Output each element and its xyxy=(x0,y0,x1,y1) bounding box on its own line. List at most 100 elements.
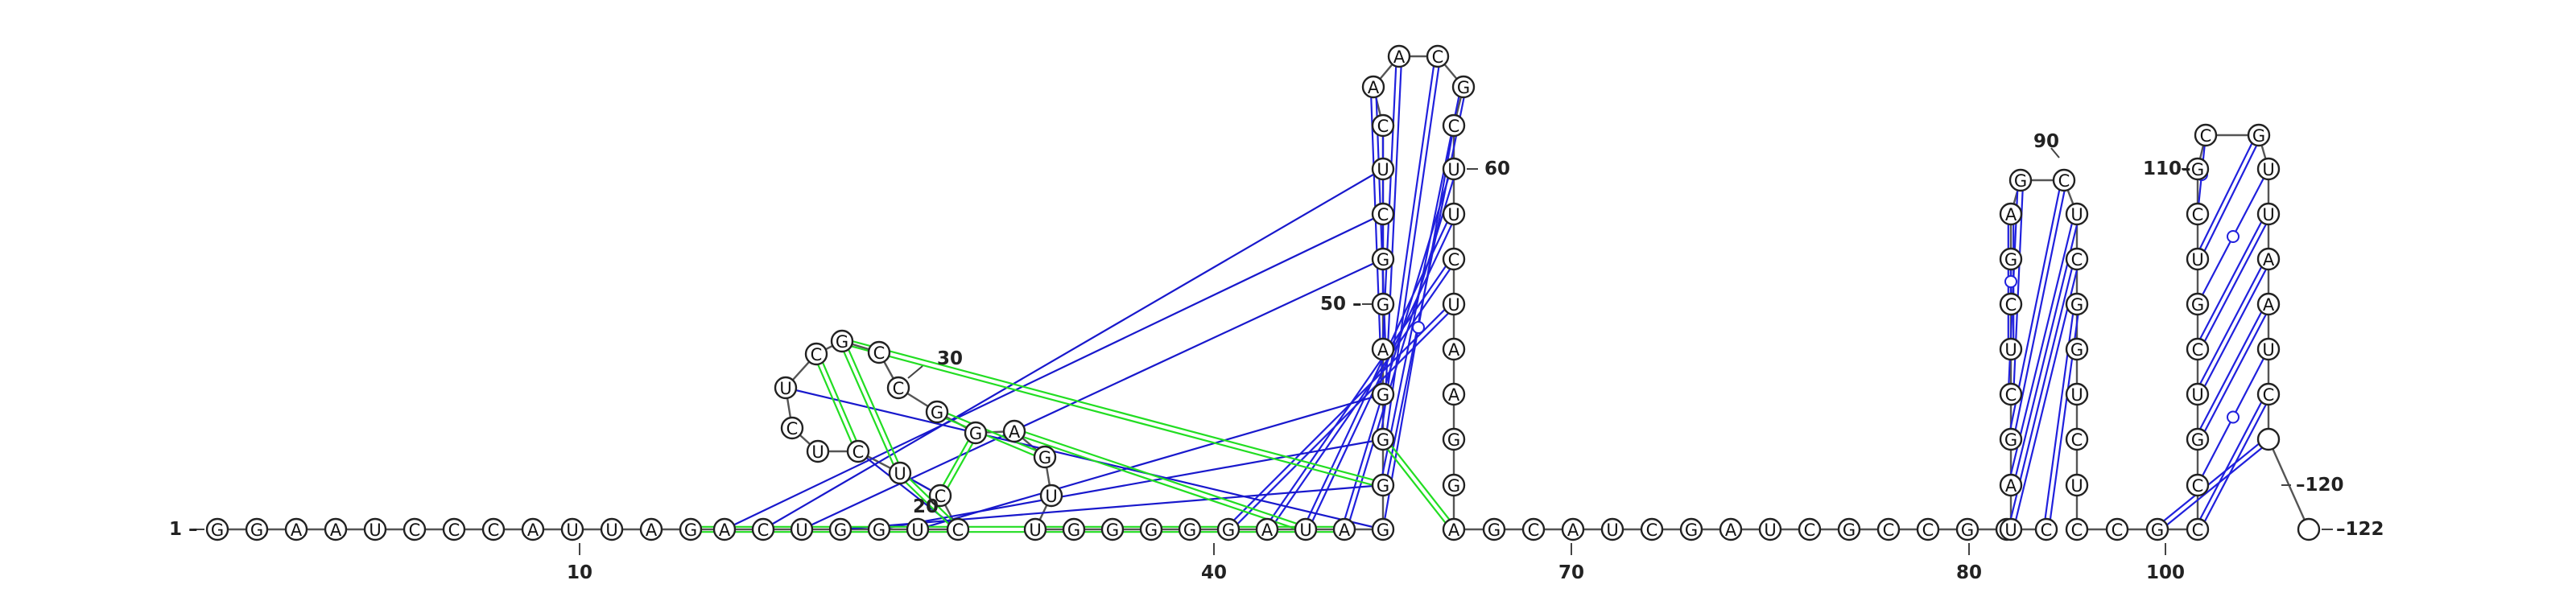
nucleotide-114[interactable]: G xyxy=(2248,125,2269,146)
nucleotide-99[interactable]: C xyxy=(2066,429,2087,450)
nucleotide-30[interactable]: C xyxy=(888,377,909,398)
nucleotide-86[interactable]: G xyxy=(2000,429,2021,450)
nucleotide-56[interactable]: A xyxy=(1389,46,1410,67)
nucleotide-87[interactable]: C xyxy=(2000,384,2021,405)
nucleotide-44[interactable]: A xyxy=(1334,519,1355,540)
nucleotide-117[interactable]: A xyxy=(2258,249,2279,270)
nucleotide-106[interactable]: G xyxy=(2187,429,2208,450)
nucleotide-65[interactable]: A xyxy=(1443,384,1464,405)
nucleotide-22[interactable]: U xyxy=(890,463,910,484)
nucleotide-34[interactable]: G xyxy=(1034,447,1055,467)
nucleotide-74[interactable]: G xyxy=(1681,519,1702,540)
nucleotide-79[interactable]: C xyxy=(1878,519,1899,540)
nucleotide-27[interactable]: C xyxy=(806,344,827,364)
nucleotide-12[interactable]: A xyxy=(641,519,662,540)
nucleotide-29[interactable]: C xyxy=(869,342,890,363)
nucleotide-75[interactable]: A xyxy=(1720,519,1741,540)
nucleotide-94[interactable]: U xyxy=(2066,204,2087,224)
nucleotide-5[interactable]: U xyxy=(365,519,386,540)
nucleotide-96[interactable]: G xyxy=(2066,294,2087,315)
nucleotide-41[interactable]: G xyxy=(1218,519,1239,540)
nucleotide-61[interactable]: U xyxy=(1443,204,1464,224)
nucleotide-2[interactable]: G xyxy=(246,519,267,540)
nucleotide-18[interactable]: G xyxy=(869,519,890,540)
nucleotide-58[interactable]: G xyxy=(1453,76,1474,97)
nucleotide-70[interactable]: C xyxy=(1523,519,1544,540)
nucleotide-45[interactable]: G xyxy=(1373,519,1393,540)
nucleotide-35[interactable]: U xyxy=(1041,485,1062,506)
nucleotide-20[interactable]: C xyxy=(947,519,968,540)
nucleotide-108[interactable]: C xyxy=(2187,339,2208,360)
nucleotide-54[interactable]: C xyxy=(1373,115,1393,136)
nucleotide-4[interactable]: A xyxy=(325,519,346,540)
nucleotide-53[interactable]: U xyxy=(1373,158,1393,179)
nucleotide-88[interactable]: U xyxy=(2000,339,2021,360)
nucleotide-67[interactable]: G xyxy=(1443,475,1464,496)
nucleotide-69[interactable]: G xyxy=(1484,519,1505,540)
nucleotide-47[interactable]: G xyxy=(1373,429,1393,450)
nucleotide-97[interactable]: G xyxy=(2066,339,2087,360)
nucleotide-98[interactable]: U xyxy=(2066,384,2087,405)
nucleotide-14[interactable]: A xyxy=(714,519,735,540)
nucleotide-36[interactable]: U xyxy=(1025,519,1046,540)
nucleotide-76[interactable]: U xyxy=(1760,519,1781,540)
nucleotide-122[interactable] xyxy=(2298,519,2319,540)
nucleotide-49[interactable]: A xyxy=(1373,339,1393,360)
nucleotide-92[interactable]: G xyxy=(2010,170,2031,191)
nucleotide-15[interactable]: C xyxy=(753,519,774,540)
nucleotide-52[interactable]: C xyxy=(1373,204,1393,224)
nucleotide-10[interactable]: U xyxy=(562,519,583,540)
nucleotide-100[interactable]: U xyxy=(2066,475,2087,496)
nucleotide-85[interactable]: A xyxy=(2000,475,2021,496)
nucleotide-38[interactable]: G xyxy=(1102,519,1123,540)
nucleotide-23[interactable]: C xyxy=(848,441,869,462)
nucleotide-68[interactable]: A xyxy=(1443,519,1464,540)
nucleotide-84[interactable]: U xyxy=(2000,519,2021,540)
nucleotide-119[interactable]: U xyxy=(2258,339,2279,360)
nucleotide-107[interactable]: U xyxy=(2187,384,2208,405)
nucleotide-71[interactable]: A xyxy=(1563,519,1583,540)
nucleotide-103[interactable]: G xyxy=(2147,519,2168,540)
nucleotide-62[interactable]: C xyxy=(1443,249,1464,270)
nucleotide-105[interactable]: C xyxy=(2187,475,2208,496)
nucleotide-42[interactable]: A xyxy=(1257,519,1278,540)
nucleotide-6[interactable]: C xyxy=(404,519,425,540)
nucleotide-115[interactable]: U xyxy=(2258,158,2279,179)
nucleotide-102[interactable]: C xyxy=(2107,519,2128,540)
nucleotide-25[interactable]: C xyxy=(782,418,803,438)
nucleotide-73[interactable]: C xyxy=(1641,519,1662,540)
nucleotide-59[interactable]: C xyxy=(1443,115,1464,136)
nucleotide-60[interactable]: U xyxy=(1443,158,1464,179)
nucleotide-116[interactable]: U xyxy=(2258,204,2279,224)
nucleotide-32[interactable]: G xyxy=(965,422,986,443)
nucleotide-89[interactable]: C xyxy=(2000,294,2021,315)
nucleotide-17[interactable]: G xyxy=(830,519,851,540)
nucleotide-1[interactable]: G xyxy=(207,519,228,540)
nucleotide-83[interactable]: C xyxy=(2036,519,2057,540)
nucleotide-48[interactable]: G xyxy=(1373,384,1393,405)
nucleotide-120[interactable]: C xyxy=(2258,384,2279,405)
nucleotide-111[interactable]: C xyxy=(2187,204,2208,224)
nucleotide-37[interactable]: G xyxy=(1063,519,1084,540)
nucleotide-11[interactable]: U xyxy=(601,519,622,540)
nucleotide-26[interactable]: U xyxy=(775,377,796,398)
nucleotide-101[interactable]: C xyxy=(2066,519,2087,540)
nucleotide-31[interactable]: G xyxy=(927,401,947,422)
nucleotide-33[interactable]: A xyxy=(1004,421,1025,442)
nucleotide-8[interactable]: C xyxy=(483,519,504,540)
nucleotide-80[interactable]: C xyxy=(1918,519,1938,540)
nucleotide-91[interactable]: A xyxy=(2000,204,2021,224)
nucleotide-81[interactable]: G xyxy=(1957,519,1978,540)
nucleotide-66[interactable]: G xyxy=(1443,429,1464,450)
nucleotide-78[interactable]: G xyxy=(1839,519,1860,540)
nucleotide-109[interactable]: G xyxy=(2187,294,2208,315)
nucleotide-55[interactable]: A xyxy=(1363,76,1384,97)
nucleotide-113[interactable]: C xyxy=(2195,125,2216,146)
nucleotide-93[interactable]: C xyxy=(2054,170,2074,191)
nucleotide-63[interactable]: U xyxy=(1443,294,1464,315)
nucleotide-50[interactable]: G xyxy=(1373,294,1393,315)
nucleotide-43[interactable]: U xyxy=(1295,519,1316,540)
nucleotide-13[interactable]: G xyxy=(680,519,701,540)
nucleotide-90[interactable]: G xyxy=(2000,249,2021,270)
nucleotide-39[interactable]: G xyxy=(1141,519,1162,540)
